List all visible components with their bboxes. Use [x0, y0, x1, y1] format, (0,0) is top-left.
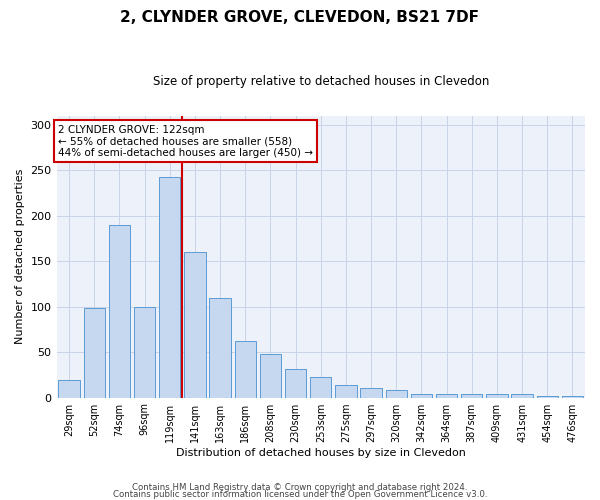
Bar	[58, 380, 80, 398]
Bar	[109, 224, 130, 398]
Text: Contains public sector information licensed under the Open Government Licence v3: Contains public sector information licen…	[113, 490, 487, 499]
Bar	[536, 396, 558, 398]
Bar	[310, 376, 331, 398]
Bar	[335, 385, 356, 398]
Bar	[386, 390, 407, 398]
Text: Contains HM Land Registry data © Crown copyright and database right 2024.: Contains HM Land Registry data © Crown c…	[132, 484, 468, 492]
Bar	[285, 370, 307, 398]
Bar	[461, 394, 482, 398]
Bar	[361, 388, 382, 398]
Bar	[209, 298, 231, 398]
Bar	[83, 308, 105, 398]
Bar	[134, 306, 155, 398]
Text: 2 CLYNDER GROVE: 122sqm
← 55% of detached houses are smaller (558)
44% of semi-d: 2 CLYNDER GROVE: 122sqm ← 55% of detache…	[58, 124, 313, 158]
Bar	[159, 178, 181, 398]
Bar	[562, 396, 583, 398]
Bar	[260, 354, 281, 398]
Bar	[486, 394, 508, 398]
X-axis label: Distribution of detached houses by size in Clevedon: Distribution of detached houses by size …	[176, 448, 466, 458]
Bar	[184, 252, 206, 398]
Bar	[511, 394, 533, 398]
Bar	[411, 394, 432, 398]
Bar	[436, 394, 457, 398]
Y-axis label: Number of detached properties: Number of detached properties	[15, 169, 25, 344]
Bar	[235, 341, 256, 398]
Text: 2, CLYNDER GROVE, CLEVEDON, BS21 7DF: 2, CLYNDER GROVE, CLEVEDON, BS21 7DF	[121, 10, 479, 25]
Title: Size of property relative to detached houses in Clevedon: Size of property relative to detached ho…	[152, 75, 489, 88]
